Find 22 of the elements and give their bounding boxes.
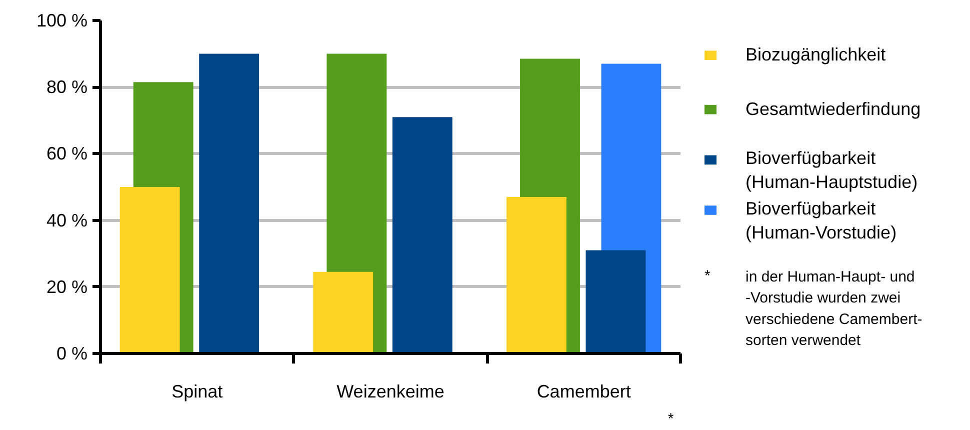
y-tick-label: 60 % xyxy=(46,144,88,164)
y-tick-label: 20 % xyxy=(46,276,88,297)
bar xyxy=(313,272,374,354)
legend-label: Bioverfügbarkeit (Human-Vorstudie) xyxy=(746,198,897,242)
x-tick-label: Weizenkeime xyxy=(336,382,444,402)
text: in der Human-Haupt- und -Vorstudie wurden zwei verschiedene Camembert-sorten verwendet xyxy=(746,268,922,350)
bar xyxy=(120,187,180,354)
x-tick-label: Spinat xyxy=(172,382,223,402)
y-tick-label: 100 % xyxy=(36,10,88,30)
x-tick-label: Camembert xyxy=(536,382,631,402)
y-tick-label: 80 % xyxy=(46,77,88,98)
bar xyxy=(506,196,566,354)
bar xyxy=(586,250,646,354)
y-tick-label: 40 % xyxy=(46,210,88,230)
text: * xyxy=(668,410,674,428)
text: * xyxy=(704,268,710,285)
bar xyxy=(392,117,452,354)
legend-label: Gesamtwiederfindung xyxy=(746,98,921,119)
bar xyxy=(199,54,260,354)
legend-label: Biozugänglichkeit xyxy=(746,44,886,65)
y-tick-label: 0 % xyxy=(56,344,88,364)
legend-label: Bioverfügbarkeit (Human-Hauptstudie) xyxy=(746,148,918,192)
